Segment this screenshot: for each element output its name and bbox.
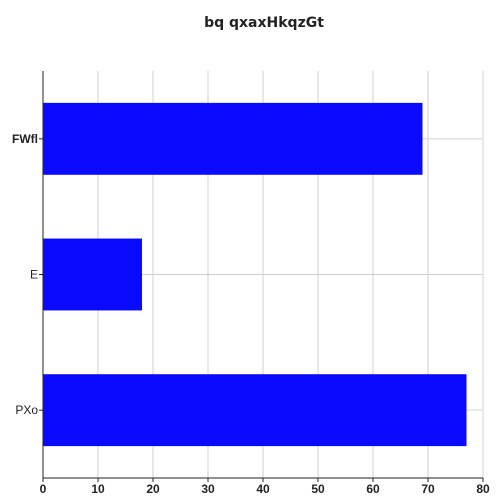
axes [39, 71, 484, 482]
x-tick-label: 80 [476, 482, 490, 496]
bar-pxo [43, 374, 467, 447]
x-tick-label: 70 [421, 482, 435, 496]
x-tick-label: 60 [366, 482, 380, 496]
bar-e [43, 238, 142, 311]
y-tick-label-e: E [30, 268, 38, 282]
x-tick-label: 30 [201, 482, 215, 496]
x-tick-label: 50 [311, 482, 325, 496]
x-tick-label: 0 [40, 482, 47, 496]
tick-labels: 0 10 20 30 40 50 60 70 80 FWfl E PXo [12, 132, 490, 496]
x-tick-label: 20 [146, 482, 160, 496]
x-tick-label: 10 [91, 482, 105, 496]
bars [43, 102, 467, 447]
bar-fwfl [43, 102, 423, 175]
chart-title: bq qxaxHkqzGt [204, 15, 324, 31]
y-tick-label-fwfl: FWfl [12, 132, 38, 146]
y-tick-label-pxo: PXo [15, 403, 38, 417]
x-tick-label: 40 [256, 482, 270, 496]
